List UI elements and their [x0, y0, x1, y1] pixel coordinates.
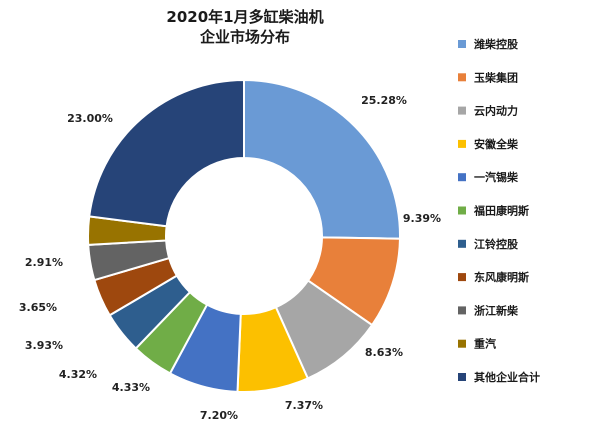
data-label-10: 2.91%: [25, 256, 63, 269]
data-label-11: 23.00%: [67, 112, 113, 125]
legend-label-8: 东风康明斯: [474, 270, 529, 284]
legend-swatch-3: [458, 106, 466, 115]
legend-swatch-11: [458, 373, 466, 381]
legend-label-9: 浙江新柴: [474, 303, 519, 317]
data-label-3: 8.63%: [365, 346, 403, 359]
chart-subtitle: 企业市场分布: [199, 28, 290, 46]
legend-label-5: 一汽锡柴: [474, 170, 519, 184]
chart-title: 2020年1月多缸柴油机: [166, 8, 324, 26]
legend-swatch-10: [458, 339, 466, 348]
legend-label-7: 江铃控股: [474, 237, 519, 251]
legend-label-2: 玉柴集团: [474, 70, 518, 84]
legend-swatch-9: [458, 306, 466, 315]
data-label-2: 9.39%: [403, 212, 441, 225]
data-label-4: 7.37%: [285, 399, 323, 412]
legend-swatch-6: [458, 206, 466, 215]
data-label-8: 3.93%: [25, 339, 63, 352]
legend-swatch-1: [458, 40, 466, 48]
legend-label-1: 潍柴控股: [474, 37, 519, 51]
data-label-5: 7.20%: [200, 409, 238, 422]
legend-swatch-8: [458, 273, 466, 282]
legend-swatch-5: [458, 173, 466, 182]
legend-swatch-4: [458, 139, 466, 148]
data-label-9: 3.65%: [19, 301, 57, 314]
data-label-6: 4.33%: [112, 381, 150, 394]
legend-label-11: 其他企业合计: [474, 370, 540, 384]
slice-1: [243, 78, 401, 240]
legend-label-10: 重汽: [474, 337, 496, 351]
data-label-7: 4.32%: [59, 368, 97, 381]
legend-label-3: 云内动力: [474, 104, 518, 118]
legend-label-6: 福田康明斯: [473, 204, 529, 218]
legend-label-4: 安徽全柴: [474, 137, 519, 151]
legend-swatch-2: [458, 73, 466, 82]
data-label-1: 25.28%: [361, 94, 407, 107]
slice-11: [88, 78, 245, 228]
legend-swatch-7: [458, 239, 466, 248]
